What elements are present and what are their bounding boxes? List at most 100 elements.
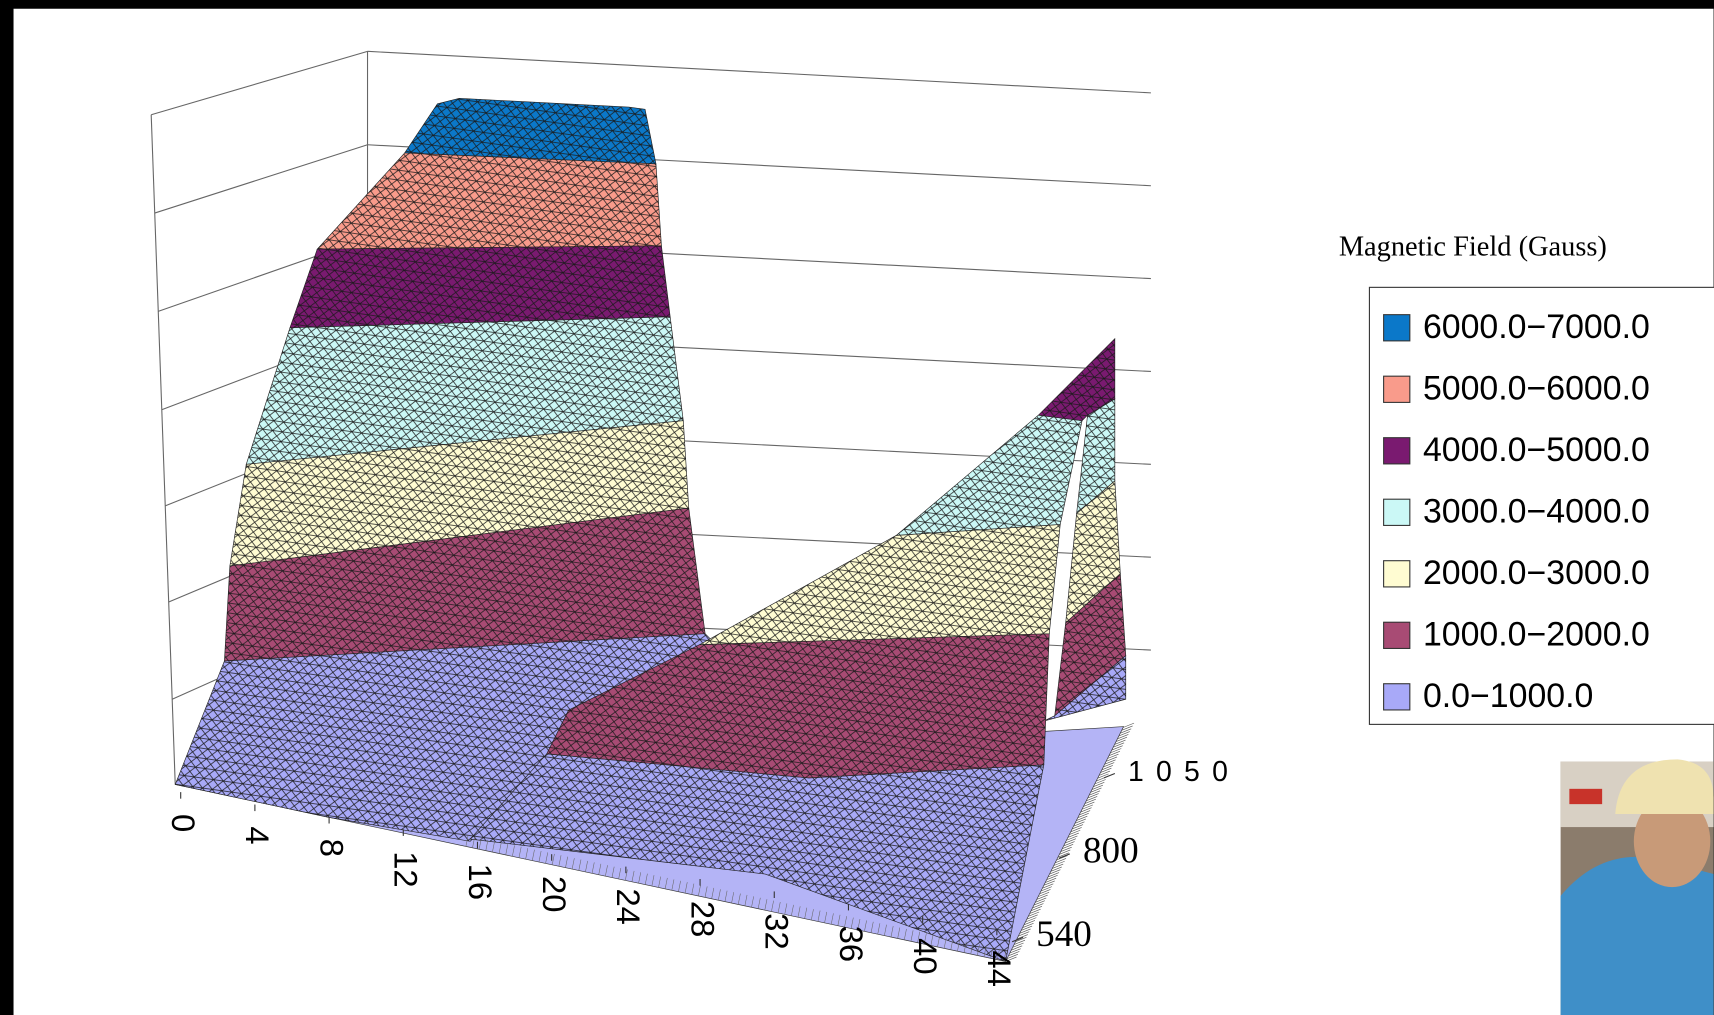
floor-hatch <box>1025 917 1037 923</box>
floor-hatch <box>857 918 861 931</box>
floor-hatch <box>1040 886 1053 892</box>
x-tick-label: 8 <box>313 839 350 857</box>
floor-hatch <box>1006 953 1019 959</box>
surface-mesh <box>470 753 1044 962</box>
floor-hatch <box>850 917 854 929</box>
floor-hatch <box>1118 731 1130 737</box>
y-tick-label: 540 <box>1036 914 1092 955</box>
floor-hatch <box>1072 824 1084 830</box>
floor-hatch <box>1081 804 1094 810</box>
inset-jacket <box>1560 856 1714 1015</box>
floor-hatch <box>731 892 735 904</box>
floor-hatch <box>1089 790 1101 796</box>
floor-hatch <box>937 935 940 948</box>
floor-hatch <box>1008 951 1020 957</box>
floor-hatch <box>525 848 529 860</box>
legend-swatch <box>1383 437 1411 465</box>
floor-hatch <box>1049 869 1061 875</box>
floor-hatch <box>1083 801 1095 807</box>
floor-hatch <box>1015 937 1027 943</box>
legend-title: Magnetic Field (Gauss) <box>1339 232 1607 263</box>
floor-hatch <box>1110 748 1122 754</box>
x-tick-label: 12 <box>388 851 425 887</box>
surface-mesh <box>317 152 662 250</box>
floor-hatch <box>791 904 794 916</box>
floor-hatch <box>638 872 642 884</box>
floor-hatch <box>751 896 754 908</box>
surface-mesh <box>1076 398 1115 514</box>
floor-hatch <box>744 894 748 906</box>
floor-hatch <box>512 845 515 857</box>
floor-hatch <box>498 842 502 854</box>
floor-hatch <box>698 884 701 897</box>
floor-hatch <box>1056 855 1068 861</box>
floor-hatch <box>784 903 788 915</box>
floor-hatch <box>1064 838 1077 844</box>
floor-hatch <box>1013 939 1026 945</box>
floor-hatch <box>977 944 980 956</box>
surface-mesh <box>224 508 706 662</box>
floor-hatch <box>518 846 522 858</box>
floor-hatch <box>1107 753 1119 759</box>
floor-hatch <box>1074 818 1087 824</box>
surface-mesh <box>1054 573 1126 716</box>
floor-hatch <box>811 909 814 921</box>
floor-hatch <box>1073 821 1085 827</box>
floor-hatch <box>824 911 828 923</box>
legend-label: 0.0−1000.0 <box>1423 677 1593 715</box>
floor-hatch <box>558 855 562 867</box>
floor-hatch <box>571 858 575 870</box>
legend-label: 2000.0−3000.0 <box>1423 554 1650 592</box>
floor-hatch <box>644 873 648 885</box>
floor-hatch <box>565 856 568 868</box>
floor-hatch <box>1059 849 1071 855</box>
floor-hatch <box>625 869 628 881</box>
floor-hatch <box>1097 773 1109 779</box>
floor-hatch <box>890 926 894 938</box>
floor-hatch <box>1115 736 1128 742</box>
wall-grid <box>367 50 1151 94</box>
legend-swatch <box>1383 683 1411 711</box>
legend-label: 6000.0−7000.0 <box>1423 308 1650 346</box>
floor-hatch <box>532 849 535 861</box>
floor-hatch <box>1108 751 1121 756</box>
surface-mesh <box>546 633 1050 778</box>
floor-hatch <box>1100 767 1112 773</box>
floor-hatch <box>884 924 887 936</box>
x-tick-label: 36 <box>833 926 870 962</box>
floor-hatch <box>591 862 595 874</box>
inset-helmet <box>1615 759 1714 814</box>
floor-hatch <box>1104 759 1116 765</box>
floor-hatch <box>1103 762 1115 768</box>
floor-hatch <box>578 859 582 871</box>
x-tick-label: 24 <box>610 888 647 924</box>
floor-hatch <box>943 937 947 949</box>
floor-hatch <box>1087 793 1099 799</box>
inset-sign <box>1569 788 1603 805</box>
wall-edge <box>150 114 176 785</box>
floor-hatch <box>472 836 475 848</box>
floor-hatch <box>1026 914 1038 920</box>
floor-hatch <box>764 899 768 911</box>
legend-swatch <box>1383 498 1411 526</box>
floor-hatch <box>1016 934 1028 940</box>
x-tick-label: 40 <box>907 938 944 974</box>
floor-hatch <box>737 893 741 905</box>
floor-hatch <box>990 947 994 959</box>
floor-hatch <box>618 868 622 880</box>
floor-hatch <box>817 910 821 922</box>
y-tick <box>1058 853 1071 859</box>
floor-hatch <box>1023 920 1036 926</box>
floor-hatch <box>1114 739 1126 745</box>
floor-hatch <box>1050 866 1062 872</box>
surface-mesh <box>289 245 671 328</box>
floor-hatch <box>1091 784 1104 790</box>
inset-face <box>1633 795 1711 888</box>
floor-hatch <box>1067 832 1079 838</box>
floor-hatch <box>1046 875 1058 881</box>
legend-box <box>1368 286 1714 725</box>
floor-hatch <box>1003 950 1007 962</box>
surface-mesh <box>1038 338 1115 421</box>
floor-hatch <box>1093 782 1105 788</box>
